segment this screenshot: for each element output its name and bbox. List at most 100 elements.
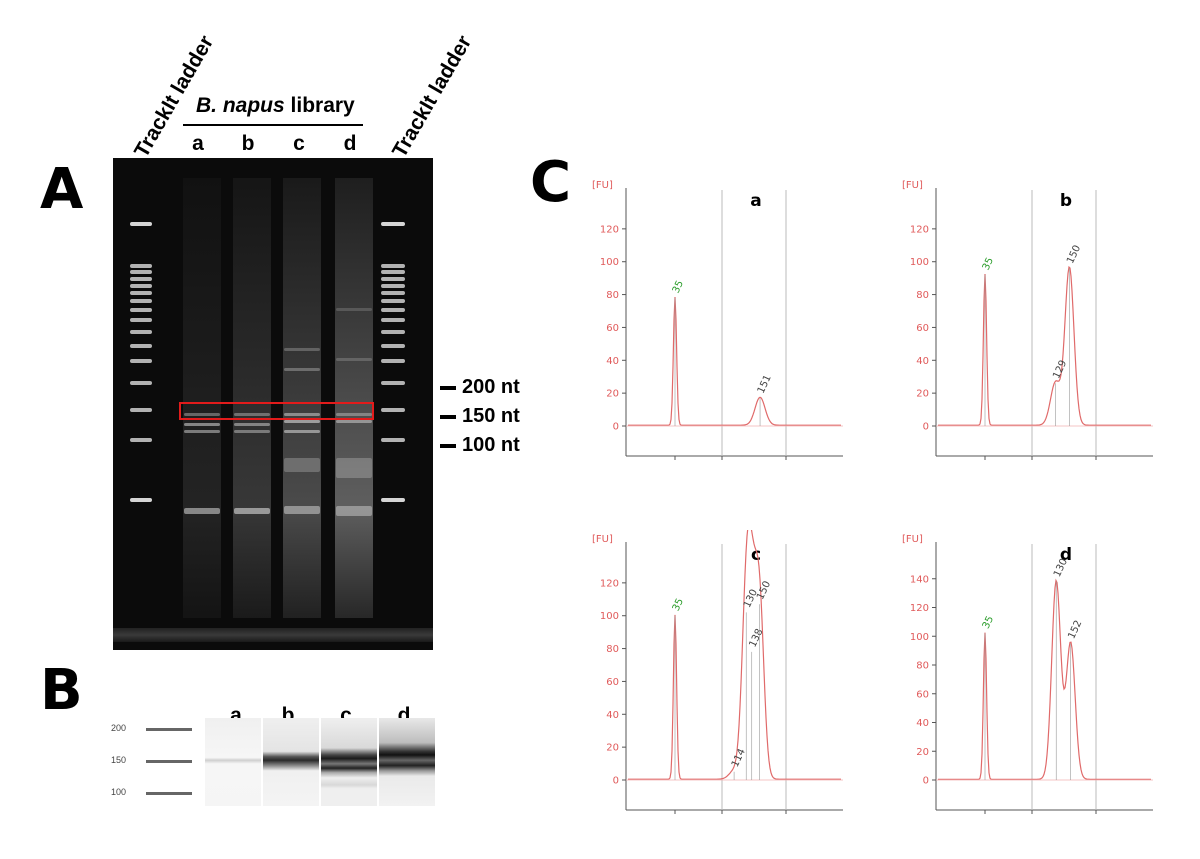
gel-ladder-band: [381, 381, 405, 385]
x-tick-label: 35: [978, 818, 992, 820]
marker-dash: [440, 443, 456, 448]
gel-image: [113, 158, 433, 650]
gel-ladder-band: [130, 498, 152, 502]
marker-100nt: 100 nt: [440, 434, 520, 457]
gel-ladder-band: [381, 438, 405, 442]
gel-sample-band: [234, 508, 270, 514]
gel-sample-band: [284, 368, 320, 371]
gel-sample-band: [336, 458, 372, 478]
y-tick-label: 60: [916, 323, 929, 334]
marker-150nt: 150 nt: [440, 405, 520, 428]
electropherogram-trace: [628, 296, 841, 426]
y-tick-label: 100: [910, 632, 929, 643]
y-tick-label: 0: [613, 422, 619, 433]
y-tick-label: 100: [910, 257, 929, 268]
y-tick-label: 20: [606, 389, 619, 400]
gel-lane-label-d: d: [343, 132, 357, 155]
gel-bottom-glow: [113, 628, 433, 642]
gel-ladder-band: [130, 330, 152, 334]
gel-sample-smear: [183, 178, 221, 618]
gel-sample-band: [234, 430, 270, 433]
bioanalyzer-tick-200: 200: [110, 723, 126, 733]
gel-ladder-band: [381, 359, 405, 363]
gel-ladder-band: [381, 222, 405, 226]
gel-sample-band: [184, 413, 220, 416]
y-tick-label: 60: [916, 689, 929, 700]
gel-ladder-band: [381, 270, 405, 274]
peak-label-151: 151: [756, 373, 774, 395]
gel-lane-label-a: a: [192, 132, 204, 155]
electropherogram-d: [FU]02040608010012014035100200d35130152: [898, 530, 1158, 831]
gel-ladder-band: [381, 299, 405, 303]
gel-ladder-band: [381, 318, 405, 322]
gel-ladder-band: [381, 330, 405, 334]
y-axis-label: [FU]: [902, 534, 923, 545]
x-tick-label: 35: [978, 464, 992, 466]
bioanalyzer-ladder-band-100: [146, 792, 192, 795]
gel-ladder-band: [130, 438, 152, 442]
bioanalyzer-tick-150: 150: [110, 755, 126, 765]
bioanalyzer-lane-a: [205, 718, 261, 806]
gel-sample-band: [234, 413, 270, 416]
y-tick-label: 0: [613, 776, 619, 787]
y-tick-label: 20: [916, 389, 929, 400]
x-tick-label: 200: [776, 464, 797, 466]
gel-ladder-band: [381, 291, 405, 295]
y-tick-label: 80: [916, 290, 929, 301]
gel-ladder-band: [381, 277, 405, 281]
gel-sample-band: [284, 348, 320, 351]
peak-label-152: 152: [1066, 619, 1084, 641]
gel-sample-band: [284, 413, 320, 416]
y-axis-label: [FU]: [902, 180, 923, 191]
y-tick-label: 120: [600, 578, 619, 589]
x-tick-label: 100: [1022, 464, 1043, 466]
bioanalyzer-ladder-band-150: [146, 760, 192, 763]
y-tick-label: 80: [916, 661, 929, 672]
gel-sample-band: [234, 423, 270, 426]
gel-ladder-band: [130, 222, 152, 226]
gel-sample-band: [284, 420, 320, 423]
gel-ladder-band: [381, 284, 405, 288]
x-tick-label: 35: [668, 818, 682, 820]
gel-ladder-band: [130, 308, 152, 312]
panel-c-letter: C: [530, 150, 572, 215]
chart-title: c: [751, 545, 761, 565]
gel-ladder-band: [130, 359, 152, 363]
y-tick-label: 120: [910, 224, 929, 235]
gel-ladder-band: [381, 498, 405, 502]
gel-ladder-band: [130, 299, 152, 303]
electropherogram-trace: [628, 521, 841, 780]
bioanalyzer-lane-d: [379, 718, 435, 806]
gel-ladder-band: [130, 264, 152, 268]
y-axis-label: [FU]: [592, 534, 613, 545]
gel-lane-label-b: b: [241, 132, 255, 155]
peak-label-35: 35: [671, 597, 686, 613]
gel-sample-band: [336, 506, 372, 516]
y-tick-label: 120: [600, 224, 619, 235]
marker-100nt-text: 100 nt: [462, 434, 520, 456]
gel-ladder-band: [130, 291, 152, 295]
y-tick-label: 40: [606, 710, 619, 721]
marker-dash: [440, 385, 456, 390]
marker-dash: [440, 414, 456, 419]
bioanalyzer-lane-label-c: c: [340, 704, 352, 727]
x-tick-label: 200: [776, 818, 797, 820]
electropherogram-a-svg: [FU] 0 20 40 60 80 100 120 35 100 200 a 35 151: [592, 180, 843, 477]
y-tick-label: 60: [606, 677, 619, 688]
gel-sample-band: [184, 423, 220, 426]
peak-label-35: 35: [981, 614, 996, 630]
marker-200nt: 200 nt: [440, 376, 520, 399]
gel-sample-smear: [233, 178, 271, 618]
gel-sample-band: [336, 308, 372, 311]
gel-ladder-band: [381, 408, 405, 412]
gel-sample-band: [184, 430, 220, 433]
electropherogram-b-svg: [FU] 0 20 40 60 80 100 120 35 100 200 b 35 129 150: [902, 180, 1153, 477]
gel-ladder-band: [381, 308, 405, 312]
bioanalyzer-lane-c: [321, 718, 377, 806]
y-tick-label: 60: [606, 323, 619, 334]
y-tick-label: 80: [606, 644, 619, 655]
y-tick-label: 100: [600, 257, 619, 268]
library-title: B. napus library: [196, 94, 355, 118]
ladder-right-label: TrackIt ladder: [388, 31, 477, 162]
y-tick-label: 140: [910, 574, 929, 585]
